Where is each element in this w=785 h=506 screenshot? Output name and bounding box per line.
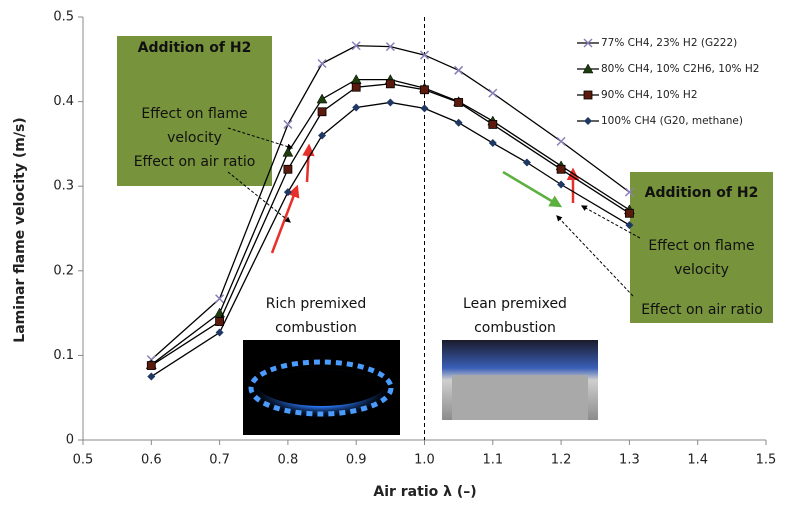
point: [283, 188, 292, 197]
x-tick-label: 0.6: [141, 453, 162, 468]
x-axis-label: Air ratio λ (–): [373, 484, 476, 500]
y-tick-label: 0.1: [53, 348, 74, 363]
point: [625, 208, 634, 218]
x-tick-label: 1.0: [414, 453, 435, 468]
x-tick-label: 0.7: [209, 453, 230, 468]
x-tick-label: 1.1: [482, 453, 503, 468]
legend-label: 80% CH4, 10% C2H6, 10% H2: [601, 63, 759, 75]
point: [352, 103, 361, 112]
y-tick-label: 0: [66, 433, 74, 448]
point: [215, 294, 225, 304]
annotation-title: Addition of H2: [644, 185, 759, 201]
point: [351, 82, 361, 92]
point: [454, 98, 464, 107]
point: [557, 180, 566, 189]
x-tick-label: 0.5: [73, 453, 94, 468]
point: [522, 158, 531, 167]
x-tick-label: 0.9: [346, 453, 367, 468]
point: [556, 136, 566, 146]
point: [420, 85, 429, 95]
point: [454, 118, 463, 127]
point: [147, 372, 156, 381]
annotation-title: Addition of H2: [137, 40, 252, 56]
point: [624, 187, 634, 197]
point: [146, 361, 156, 370]
y-tick-label: 0.4: [53, 94, 74, 109]
legend-marker: [583, 38, 593, 48]
x-tick-label: 1.5: [756, 453, 777, 468]
point: [282, 146, 294, 157]
point: [215, 317, 225, 326]
legend-marker: [583, 90, 593, 100]
annotation-box: [117, 36, 272, 186]
x-tick-label: 0.8: [278, 453, 299, 468]
point: [283, 119, 293, 129]
point: [317, 58, 327, 69]
arrows: [227, 127, 641, 297]
y-tick-label: 0.5: [53, 10, 74, 25]
legend-label: 77% CH4, 23% H2 (G222): [601, 37, 737, 49]
annotation-text: Rich premixed combustion: [265, 296, 367, 336]
lean-flame-photo: [442, 340, 598, 420]
annotation-text: Effect on flame velocity: [648, 238, 755, 278]
series-line: [150, 101, 630, 378]
point: [625, 221, 634, 230]
point: [351, 41, 361, 51]
legend-marker: [582, 63, 594, 74]
legend-label: 100% CH4 (G20, methane): [601, 115, 743, 127]
annotation-text: Effect on air ratio: [641, 302, 763, 318]
annotation-text: Lean premixed combustion: [463, 296, 567, 336]
rich-flame-photo: [243, 340, 400, 435]
point: [454, 65, 464, 75]
point: [488, 139, 497, 148]
point: [556, 164, 566, 174]
y-axis-label: Laminar flame velocity (m/s): [12, 117, 28, 342]
point: [419, 50, 430, 60]
point: [420, 104, 429, 113]
annotation-box: [630, 172, 773, 323]
point: [385, 42, 395, 52]
point: [488, 120, 498, 129]
point: [318, 131, 327, 140]
point: [215, 328, 224, 337]
point: [316, 93, 328, 104]
point: [283, 164, 293, 174]
legend-marker: [584, 117, 592, 125]
point: [385, 79, 395, 89]
annotation-text: Effect on air ratio: [133, 154, 256, 170]
x-tick-label: 1.4: [687, 453, 708, 468]
point: [488, 88, 498, 98]
y-tick-label: 0.2: [53, 263, 74, 278]
y-tick-label: 0.3: [53, 179, 74, 194]
x-tick-label: 1.3: [619, 453, 640, 468]
point: [386, 98, 395, 107]
annotation-text: Effect on flame velocity: [141, 106, 248, 146]
legend-label: 90% CH4, 10% H2: [601, 89, 698, 101]
x-tick-label: 1.2: [551, 453, 572, 468]
point: [317, 107, 327, 117]
